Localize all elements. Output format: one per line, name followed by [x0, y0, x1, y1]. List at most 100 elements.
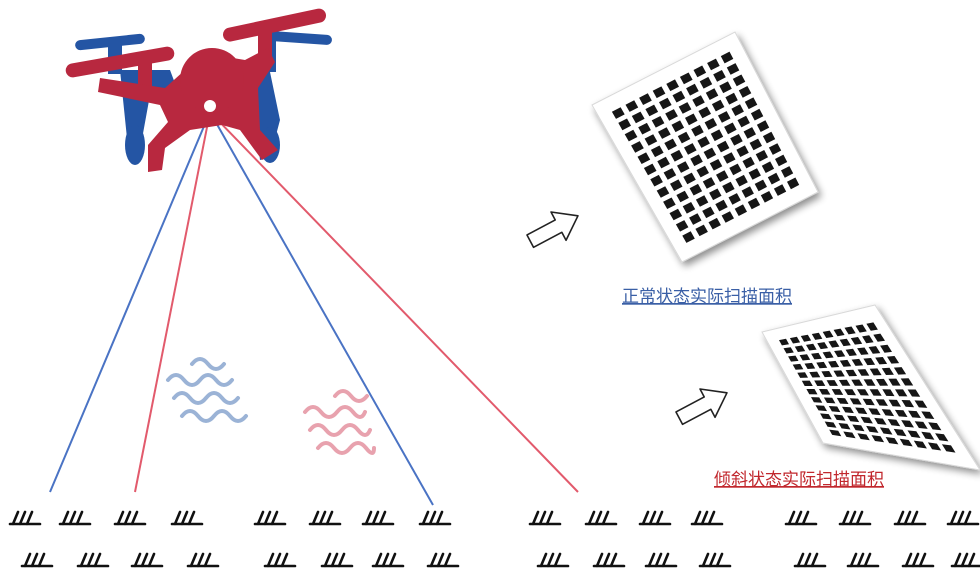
grass-tuft-icon: [20, 552, 54, 568]
grid-square: [787, 177, 800, 190]
grid-square: [709, 188, 722, 201]
grid-square: [695, 224, 708, 237]
grid-square: [664, 138, 677, 151]
grid-square: [866, 425, 879, 433]
grid-square: [726, 63, 740, 75]
grid-square: [670, 149, 684, 162]
grid-square: [683, 172, 696, 185]
grid-square: [857, 433, 870, 441]
grid-square: [666, 79, 679, 92]
grid-square: [691, 124, 704, 137]
grass-tuft-icon: [846, 552, 880, 568]
grass-tuft-icon: [784, 510, 818, 526]
grid-square: [928, 422, 942, 431]
grid-square: [656, 186, 670, 198]
grid-square: [887, 356, 900, 364]
grid-square: [899, 438, 913, 447]
grid-square: [718, 111, 731, 123]
grid-square: [643, 163, 657, 176]
grass-tuft-icon: [76, 552, 110, 568]
grid-square: [711, 99, 725, 112]
grid-square: [720, 51, 734, 64]
grid-square: [637, 152, 651, 164]
grid-square: [722, 181, 735, 194]
grid-square: [801, 380, 813, 386]
grid-square: [716, 170, 729, 182]
grid-square: [811, 397, 823, 403]
grid-square: [618, 118, 631, 131]
grid-square: [855, 407, 868, 415]
drone-icon: [65, 8, 332, 172]
grid-square: [639, 93, 652, 105]
grass-tuft-icon: [793, 552, 827, 568]
grass-tuft-icon: [320, 552, 354, 568]
grid-square: [693, 65, 707, 78]
grid-square: [657, 156, 670, 169]
grid-square: [781, 166, 794, 178]
grid-square: [914, 400, 928, 408]
grid-square: [676, 190, 689, 203]
grid-square: [893, 428, 907, 437]
grid-square: [885, 437, 899, 445]
grid-square: [773, 184, 787, 196]
grid-square: [857, 389, 869, 396]
wave-icon: [166, 357, 248, 423]
grid-square: [665, 109, 678, 121]
grid-square: [697, 136, 710, 148]
grid-square: [880, 344, 892, 353]
grid-square: [817, 342, 828, 350]
grid-square: [755, 150, 768, 162]
grid-square: [741, 186, 754, 198]
grid-square: [631, 141, 644, 153]
scan-beams: [49, 111, 579, 506]
grid-square: [811, 332, 823, 340]
grid-square: [814, 380, 826, 386]
grid-square: [708, 217, 721, 230]
grid-square: [900, 378, 914, 386]
grid-square: [738, 86, 752, 98]
grid-square: [689, 183, 703, 196]
grid-square: [844, 326, 856, 335]
wave-icon-red: [303, 389, 376, 455]
grid-square: [869, 368, 882, 376]
grid-square: [761, 161, 775, 173]
grid-square: [792, 363, 804, 370]
beam-blue-right: [209, 111, 434, 506]
grid-square: [888, 399, 901, 407]
grid-square: [850, 337, 863, 345]
grid-square: [682, 231, 695, 243]
grid-square: [723, 152, 736, 164]
grid-square: [794, 345, 806, 352]
grid-square: [760, 191, 774, 203]
grid-square: [869, 389, 882, 396]
grid-square: [677, 161, 690, 173]
grid-square: [844, 389, 856, 396]
grid-square: [731, 104, 744, 116]
grid-square: [775, 154, 788, 167]
grid-square: [901, 400, 915, 408]
grid-square: [908, 410, 921, 418]
grass-tuft-icon: [418, 510, 452, 526]
grid-square: [857, 347, 869, 355]
grass-tuft-icon: [263, 552, 297, 568]
grid-square: [730, 134, 743, 146]
grass-tuft-icon: [584, 510, 618, 526]
grid-square: [678, 102, 692, 114]
beam-red-left: [134, 111, 211, 493]
grid-square: [851, 379, 863, 386]
grid-square: [849, 398, 862, 405]
grid-square: [907, 389, 921, 397]
grass-tuft-icon: [528, 510, 562, 526]
tilted-scan-area: [761, 304, 980, 471]
grass-tuft-icon: [113, 510, 147, 526]
grid-square: [804, 362, 816, 369]
grid-square: [689, 213, 702, 225]
grass-tuft-icon: [308, 510, 342, 526]
grass-tuft-icon: [893, 510, 927, 526]
grid-square: [732, 74, 746, 87]
grid-square: [862, 398, 875, 406]
grid-square: [671, 120, 685, 133]
grid-square: [831, 389, 844, 395]
